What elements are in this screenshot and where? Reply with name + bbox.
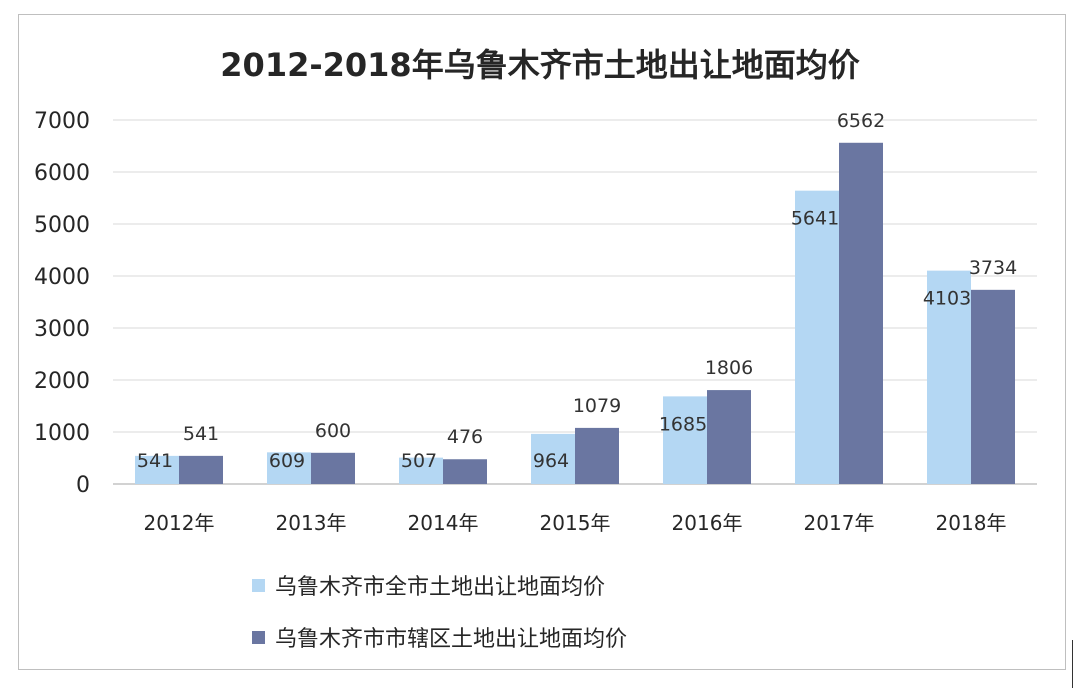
legend-swatch-series-1 — [252, 578, 265, 592]
x-tick-label: 2015年 — [540, 511, 611, 535]
bar-series-1 — [399, 457, 443, 484]
bar-series-1 — [531, 433, 575, 484]
y-tick-label: 6000 — [34, 161, 90, 186]
bar-series-2 — [707, 390, 751, 484]
data-label-series-1: 964 — [533, 450, 569, 472]
y-tick-label: 7000 — [34, 109, 90, 134]
data-label-series-1: 507 — [401, 450, 437, 472]
legend-label-series-1: 乌鲁木齐市全市土地出让地面均价 — [275, 575, 606, 600]
data-label-series-2: 3734 — [969, 257, 1017, 279]
bar-series-1 — [663, 396, 707, 484]
data-label-series-2: 1806 — [705, 357, 753, 379]
data-label-series-2: 1079 — [573, 395, 621, 417]
legend-item-series-1: 乌鲁木齐市全市土地出让地面均价 — [252, 569, 605, 601]
data-label-series-1: 1685 — [659, 413, 707, 435]
bar-series-2 — [443, 459, 487, 484]
edge-marker — [1072, 640, 1073, 688]
x-tick-label: 2012年 — [144, 511, 215, 535]
bar-series-2 — [575, 427, 619, 484]
y-tick-label: 3000 — [34, 317, 90, 342]
data-label-series-1: 4103 — [923, 288, 971, 310]
bar-series-2 — [311, 452, 355, 484]
bar-series-1 — [795, 190, 839, 484]
data-label-series-1: 609 — [269, 450, 305, 472]
bar-series-1 — [927, 270, 971, 484]
legend-swatch-series-2 — [252, 630, 265, 644]
bar-series-1 — [135, 455, 179, 484]
legend-item-series-2: 乌鲁木齐市市辖区土地出让地面均价 — [252, 621, 627, 653]
data-label-series-2: 600 — [315, 420, 351, 442]
x-tick-label: 2014年 — [408, 511, 479, 535]
x-tick-label: 2013年 — [276, 511, 347, 535]
y-tick-label: 2000 — [34, 369, 90, 394]
data-label-series-2: 6562 — [837, 110, 885, 132]
chart-title: 2012-2018年乌鲁木齐市土地出让地面均价 — [220, 46, 860, 84]
legend-label-series-2: 乌鲁木齐市市辖区土地出让地面均价 — [275, 627, 628, 652]
chart-frame — [18, 14, 1066, 670]
y-tick-label: 1000 — [34, 421, 90, 446]
x-tick-label: 2018年 — [936, 511, 1007, 535]
data-label-series-2: 476 — [447, 426, 483, 448]
data-label-series-2: 541 — [183, 423, 219, 445]
bar-series-1 — [267, 452, 311, 484]
bar-series-2 — [179, 455, 223, 484]
data-label-series-1: 541 — [137, 450, 173, 472]
y-tick-label: 0 — [76, 473, 90, 498]
x-tick-label: 2016年 — [672, 511, 743, 535]
x-tick-label: 2017年 — [804, 511, 875, 535]
y-tick-label: 4000 — [34, 265, 90, 290]
bar-series-2 — [839, 142, 883, 484]
y-tick-label: 5000 — [34, 213, 90, 238]
data-label-series-1: 5641 — [791, 208, 839, 230]
bar-series-2 — [971, 289, 1015, 484]
